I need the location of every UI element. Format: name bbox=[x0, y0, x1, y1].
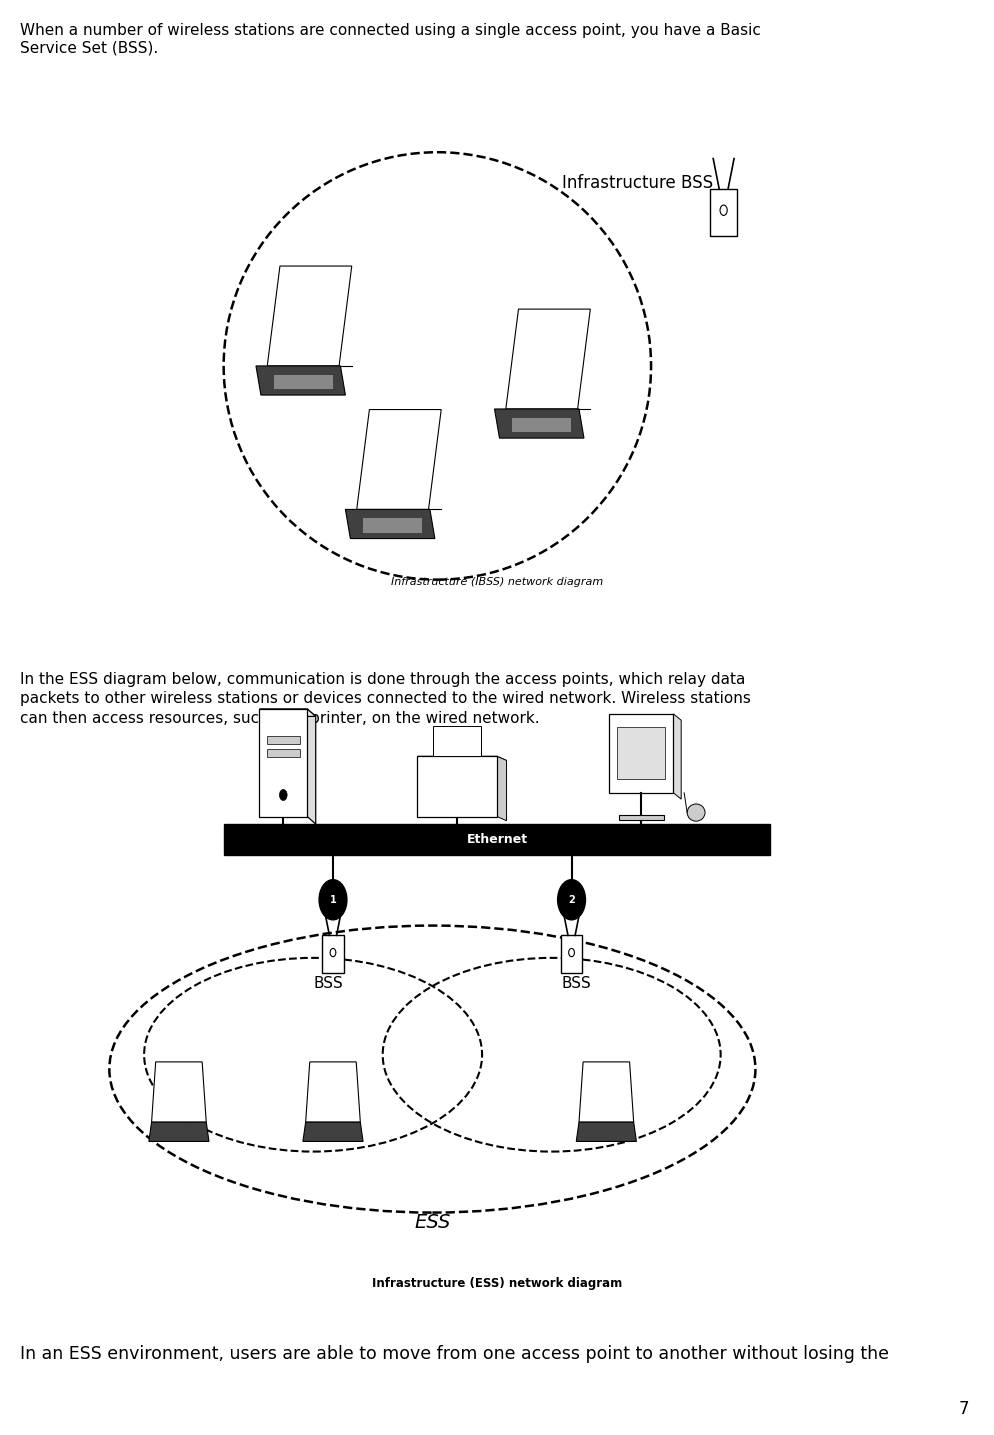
Circle shape bbox=[279, 789, 287, 801]
Polygon shape bbox=[417, 756, 507, 761]
Bar bbox=[617, 728, 665, 779]
Polygon shape bbox=[497, 756, 507, 821]
Polygon shape bbox=[152, 1062, 207, 1122]
Bar bbox=[608, 713, 674, 792]
Polygon shape bbox=[674, 713, 681, 799]
Text: Ethernet: Ethernet bbox=[466, 832, 528, 847]
Polygon shape bbox=[346, 509, 435, 538]
Polygon shape bbox=[306, 1062, 361, 1122]
Text: A: A bbox=[175, 1128, 183, 1141]
Polygon shape bbox=[149, 1122, 209, 1141]
Polygon shape bbox=[357, 409, 441, 509]
Bar bbox=[433, 726, 481, 756]
Text: BSS: BSS bbox=[313, 976, 343, 990]
Bar bbox=[259, 709, 307, 817]
Bar bbox=[363, 518, 422, 532]
Bar bbox=[224, 824, 770, 855]
Text: 1: 1 bbox=[330, 895, 336, 904]
Bar bbox=[512, 418, 572, 432]
Text: 2: 2 bbox=[569, 895, 575, 904]
Bar bbox=[273, 375, 333, 389]
Text: When a number of wireless stations are connected using a single access point, yo: When a number of wireless stations are c… bbox=[20, 23, 760, 56]
Bar bbox=[417, 756, 497, 817]
Text: Infrastructure (ESS) network diagram: Infrastructure (ESS) network diagram bbox=[372, 1277, 622, 1290]
Text: In the ESS diagram below, communication is done through the access points, which: In the ESS diagram below, communication … bbox=[20, 672, 750, 726]
Polygon shape bbox=[303, 1122, 363, 1141]
Polygon shape bbox=[579, 1062, 634, 1122]
Bar bbox=[266, 736, 300, 745]
Bar bbox=[561, 936, 582, 973]
Text: Infrastructure (IBSS) network diagram: Infrastructure (IBSS) network diagram bbox=[391, 577, 603, 587]
Bar bbox=[266, 749, 300, 758]
Circle shape bbox=[558, 880, 585, 920]
Text: B: B bbox=[329, 1128, 337, 1141]
Polygon shape bbox=[267, 265, 352, 366]
Text: In an ESS environment, users are able to move from one access point to another w: In an ESS environment, users are able to… bbox=[20, 1345, 889, 1363]
Text: C: C bbox=[602, 1128, 610, 1141]
Polygon shape bbox=[506, 309, 590, 409]
Bar bbox=[618, 815, 664, 821]
Ellipse shape bbox=[687, 804, 705, 821]
Text: BSS: BSS bbox=[562, 976, 591, 990]
Text: ESS: ESS bbox=[414, 1213, 450, 1231]
Polygon shape bbox=[495, 409, 584, 438]
Polygon shape bbox=[577, 1122, 636, 1141]
Polygon shape bbox=[307, 709, 316, 824]
Polygon shape bbox=[256, 366, 346, 395]
Bar bbox=[711, 188, 738, 235]
Bar bbox=[322, 936, 344, 973]
Polygon shape bbox=[259, 709, 316, 716]
Text: 7: 7 bbox=[958, 1399, 969, 1418]
Circle shape bbox=[319, 880, 347, 920]
Text: Infrastructure BSS: Infrastructure BSS bbox=[562, 174, 713, 192]
